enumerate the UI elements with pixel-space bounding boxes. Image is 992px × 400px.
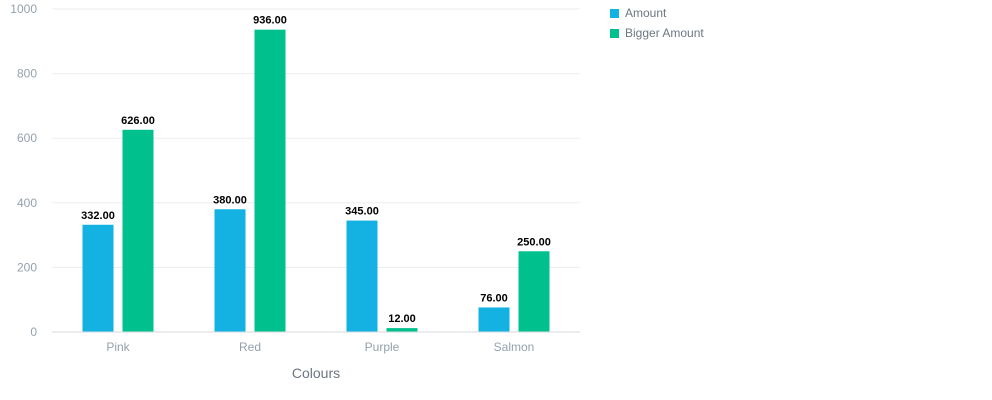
data-label: 626.00 bbox=[121, 115, 155, 127]
y-tick-label: 800 bbox=[17, 67, 37, 81]
x-category-label: Pink bbox=[106, 340, 130, 354]
data-label: 380.00 bbox=[213, 194, 247, 206]
x-axis-title: Colours bbox=[292, 365, 340, 381]
y-tick-label: 400 bbox=[17, 196, 37, 210]
y-tick-label: 200 bbox=[17, 260, 37, 274]
bar-salmon-bigger-amount[interactable] bbox=[518, 251, 550, 332]
legend-label-bigger-amount: Bigger Amount bbox=[625, 26, 704, 40]
x-category-label: Red bbox=[239, 340, 261, 354]
legend-swatch-amount bbox=[610, 8, 619, 18]
data-label: 345.00 bbox=[345, 206, 379, 218]
legend-swatch-bigger-amount bbox=[610, 28, 619, 38]
bar-pink-bigger-amount[interactable] bbox=[122, 129, 154, 332]
legend-label-amount: Amount bbox=[625, 6, 667, 20]
y-tick-label: 1000 bbox=[10, 2, 37, 16]
legend-item-amount[interactable]: Amount bbox=[610, 3, 704, 23]
bar-purple-bigger-amount[interactable] bbox=[386, 328, 418, 332]
bar-red-bigger-amount[interactable] bbox=[254, 29, 286, 333]
legend: Amount Bigger Amount bbox=[610, 3, 704, 43]
x-category-label: Purple bbox=[365, 340, 400, 354]
x-category-label: Salmon bbox=[494, 340, 535, 354]
y-tick-label: 600 bbox=[17, 131, 37, 145]
y-axis-ticks: 0 200 400 600 800 1000 bbox=[10, 2, 37, 339]
bar-pink-amount[interactable] bbox=[82, 224, 114, 332]
x-axis-categories: Pink Red Purple Salmon bbox=[106, 340, 534, 354]
bars bbox=[82, 29, 550, 333]
data-label: 12.00 bbox=[388, 313, 416, 325]
data-label: 332.00 bbox=[81, 210, 115, 222]
y-tick-label: 0 bbox=[30, 325, 37, 339]
legend-item-bigger-amount[interactable]: Bigger Amount bbox=[610, 23, 704, 43]
data-labels: 332.00 626.00 380.00 936.00 345.00 12.00 76.00… bbox=[81, 15, 551, 325]
data-label: 76.00 bbox=[480, 292, 508, 304]
bar-salmon-amount[interactable] bbox=[478, 307, 510, 332]
data-label: 936.00 bbox=[253, 15, 287, 27]
bar-red-amount[interactable] bbox=[214, 209, 246, 332]
data-label: 250.00 bbox=[517, 236, 551, 248]
bar-purple-amount[interactable] bbox=[346, 220, 378, 332]
